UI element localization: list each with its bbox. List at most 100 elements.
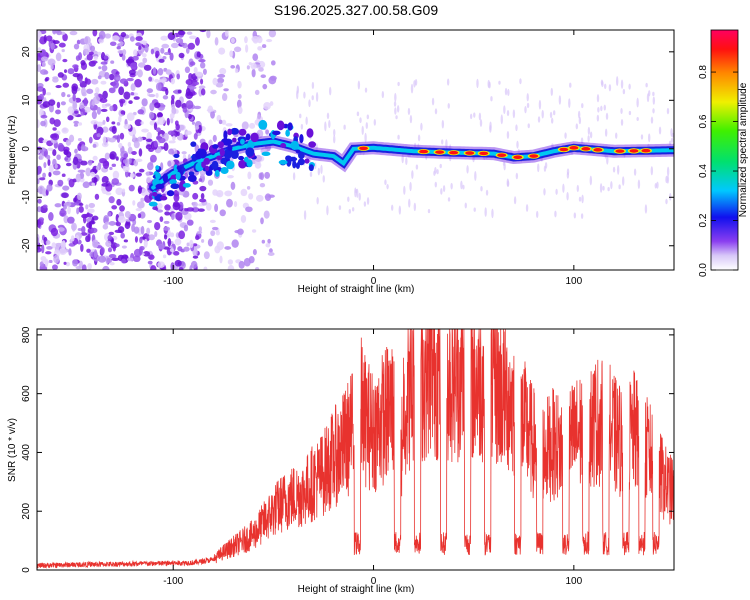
noise-blob xyxy=(157,112,163,118)
noise-blob xyxy=(573,212,577,219)
noise-blob xyxy=(122,159,128,164)
ridge-blob xyxy=(155,165,160,170)
noise-blob xyxy=(102,119,106,125)
noise-blob xyxy=(203,266,208,270)
noise-blob xyxy=(503,162,506,171)
noise-blob xyxy=(86,248,91,253)
noise-blob xyxy=(146,131,152,140)
ridge-blob xyxy=(238,128,247,136)
noise-blob xyxy=(65,261,70,267)
ridge-blob xyxy=(308,141,317,148)
noise-blob xyxy=(91,239,99,249)
noise-blob xyxy=(364,132,367,143)
noise-blob xyxy=(48,104,54,113)
noise-blob xyxy=(109,41,117,46)
noise-blob xyxy=(219,67,227,75)
noise-blob xyxy=(47,159,51,166)
noise-blob xyxy=(78,202,84,207)
noise-blob xyxy=(267,238,271,244)
colorbar-tick-label: 0.0 xyxy=(698,263,709,277)
noise-blob xyxy=(259,182,266,188)
noise-blob xyxy=(105,103,111,107)
noise-blob xyxy=(67,206,71,215)
noise-blob xyxy=(182,107,188,113)
noise-blob xyxy=(264,171,271,179)
noise-blob xyxy=(40,255,47,262)
noise-blob xyxy=(628,83,631,90)
noise-blob xyxy=(96,106,102,115)
noise-blob xyxy=(108,231,115,236)
noise-blob xyxy=(162,56,167,60)
noise-blob xyxy=(87,233,91,242)
noise-blob xyxy=(199,198,207,203)
noise-blob xyxy=(241,121,249,130)
noise-blob xyxy=(91,182,96,187)
noise-blob xyxy=(97,75,102,80)
noise-blob xyxy=(210,89,217,95)
noise-blob xyxy=(296,90,299,100)
noise-blob xyxy=(210,110,215,119)
noise-blob xyxy=(240,214,247,223)
noise-blob xyxy=(185,79,193,86)
ridge-hotspot xyxy=(559,147,569,152)
ridge-blob xyxy=(308,164,314,172)
noise-blob xyxy=(65,139,72,146)
ridge-blob xyxy=(155,183,165,190)
noise-blob xyxy=(447,103,450,109)
noise-blob xyxy=(192,243,198,247)
noise-blob xyxy=(117,226,125,234)
noise-blob xyxy=(112,244,116,252)
noise-blob xyxy=(171,103,175,110)
noise-blob xyxy=(73,43,80,50)
ridge-blob xyxy=(173,164,178,172)
noise-blob xyxy=(137,109,145,115)
noise-blob xyxy=(217,73,226,78)
noise-blob xyxy=(233,46,242,53)
noise-blob xyxy=(37,64,42,72)
noise-blob xyxy=(605,112,609,120)
noise-blob xyxy=(105,240,112,247)
noise-blob xyxy=(140,225,145,235)
noise-blob xyxy=(178,230,186,240)
noise-blob xyxy=(80,144,86,152)
noise-blob xyxy=(396,105,400,113)
noise-blob xyxy=(111,163,116,167)
noise-blob xyxy=(43,161,47,169)
noise-blob xyxy=(48,259,53,264)
noise-blob xyxy=(72,259,78,267)
ridge-blob xyxy=(227,144,233,151)
noise-blob xyxy=(117,215,126,223)
noise-blob xyxy=(118,142,123,149)
noise-blob xyxy=(152,67,157,75)
noise-blob xyxy=(66,94,71,98)
y-tick-label: -20 xyxy=(21,238,32,253)
noise-blob xyxy=(226,198,233,208)
noise-blob xyxy=(153,140,158,148)
noise-blob xyxy=(636,116,639,121)
noise-blob xyxy=(519,78,522,85)
noise-blob xyxy=(153,102,161,109)
noise-blob xyxy=(250,62,257,70)
ridge-blob xyxy=(201,161,206,168)
noise-blob xyxy=(550,117,554,124)
noise-blob xyxy=(185,100,194,110)
noise-blob xyxy=(503,105,506,114)
noise-blob xyxy=(208,139,213,147)
noise-blob xyxy=(132,255,141,263)
ridge-blob xyxy=(250,132,259,143)
ridge-blob xyxy=(212,144,219,149)
noise-blob xyxy=(366,197,370,205)
ridge-blob xyxy=(292,160,297,169)
noise-blob xyxy=(320,164,323,175)
y-tick-label: 600 xyxy=(21,385,32,402)
x-tick-label: 0 xyxy=(371,576,377,587)
noise-blob xyxy=(130,62,138,70)
noise-blob xyxy=(83,106,92,113)
ridge-blob xyxy=(287,122,293,131)
noise-blob xyxy=(71,222,77,231)
ridge-blob xyxy=(179,179,186,190)
noise-blob xyxy=(192,201,198,208)
noise-blob xyxy=(434,167,437,174)
noise-blob xyxy=(167,237,172,247)
